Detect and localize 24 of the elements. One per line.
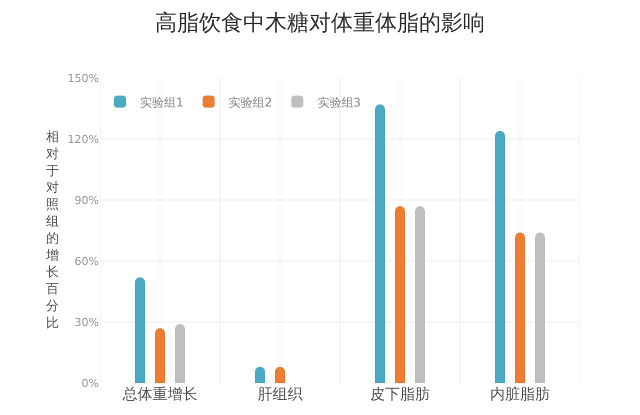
x-tick-label: 内脏脂肪 bbox=[490, 385, 550, 403]
y-tick-label: 150% bbox=[68, 72, 99, 85]
chart-title: 高脂饮食中木糖对体重体脂的影响 bbox=[155, 10, 485, 36]
legend-label: 实验组3 bbox=[317, 95, 361, 110]
bar bbox=[535, 232, 545, 383]
bar bbox=[155, 328, 165, 383]
legend-label: 实验组1 bbox=[140, 95, 184, 110]
bar bbox=[135, 277, 145, 383]
x-tick-label: 总体重增长 bbox=[122, 385, 198, 403]
bar bbox=[395, 206, 405, 383]
text: 相对于对照组的增长百分比 bbox=[46, 130, 59, 331]
bar bbox=[495, 130, 505, 383]
y-tick-label: 30% bbox=[74, 316, 99, 329]
y-tick-label: 0% bbox=[82, 376, 99, 390]
legend-label: 实验组2 bbox=[228, 95, 272, 110]
x-tick-label: 肝组织 bbox=[258, 385, 302, 403]
bar bbox=[175, 324, 185, 383]
bar bbox=[515, 232, 525, 383]
bar bbox=[415, 206, 425, 383]
x-tick-label: 皮下脂肪 bbox=[370, 385, 430, 403]
bar bbox=[375, 104, 385, 383]
y-tick-label: 60% bbox=[74, 254, 99, 268]
y-tick-label: 90% bbox=[74, 194, 99, 207]
y-tick-label: 120% bbox=[68, 132, 99, 146]
